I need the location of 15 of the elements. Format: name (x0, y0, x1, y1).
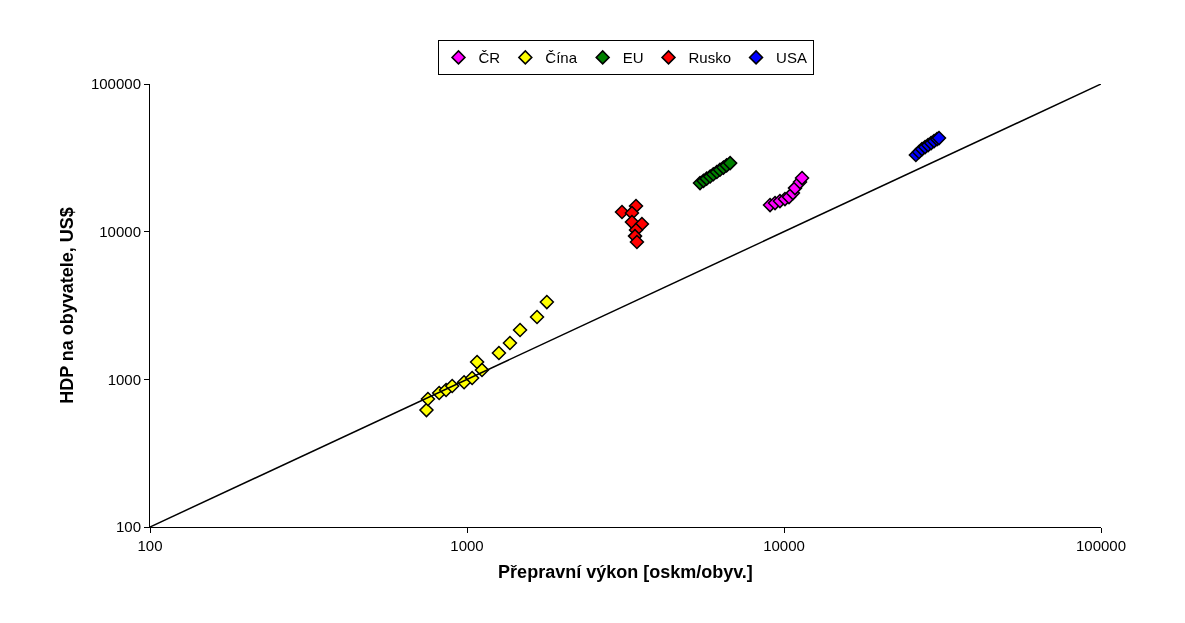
legend-label: EU (622, 49, 644, 67)
legend-label: Rusko (688, 49, 732, 67)
x-tick-label: 100 (137, 537, 163, 554)
legend-label: Čína (545, 49, 578, 67)
y-axis-title: HDP na obyvatele, US$ (57, 207, 78, 404)
x-axis-title: Přepravní výkon [oskm/obyv.] (498, 562, 753, 583)
y-tick-label: 100 (115, 518, 141, 536)
y-tick-label: 10000 (99, 222, 141, 240)
legend-label: USA (776, 49, 807, 67)
legend-label: ČR (478, 49, 501, 67)
x-tick-label: 100000 (1075, 537, 1127, 554)
y-tick-label: 100000 (90, 75, 141, 93)
x-tick-label: 1000 (450, 537, 484, 554)
y-tick-label: 1000 (107, 370, 141, 388)
x-tick-label: 10000 (763, 537, 805, 554)
